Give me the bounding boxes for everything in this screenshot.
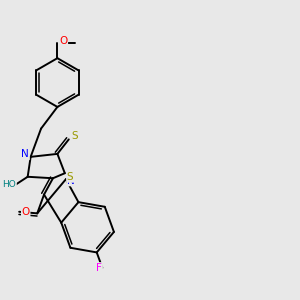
Text: O: O bbox=[59, 36, 68, 46]
Text: S: S bbox=[71, 131, 78, 141]
Text: O: O bbox=[22, 207, 30, 217]
Text: N: N bbox=[21, 149, 29, 160]
Text: F: F bbox=[96, 263, 102, 273]
Text: N: N bbox=[68, 176, 75, 186]
Text: S: S bbox=[67, 172, 74, 182]
Text: HO: HO bbox=[2, 179, 16, 188]
